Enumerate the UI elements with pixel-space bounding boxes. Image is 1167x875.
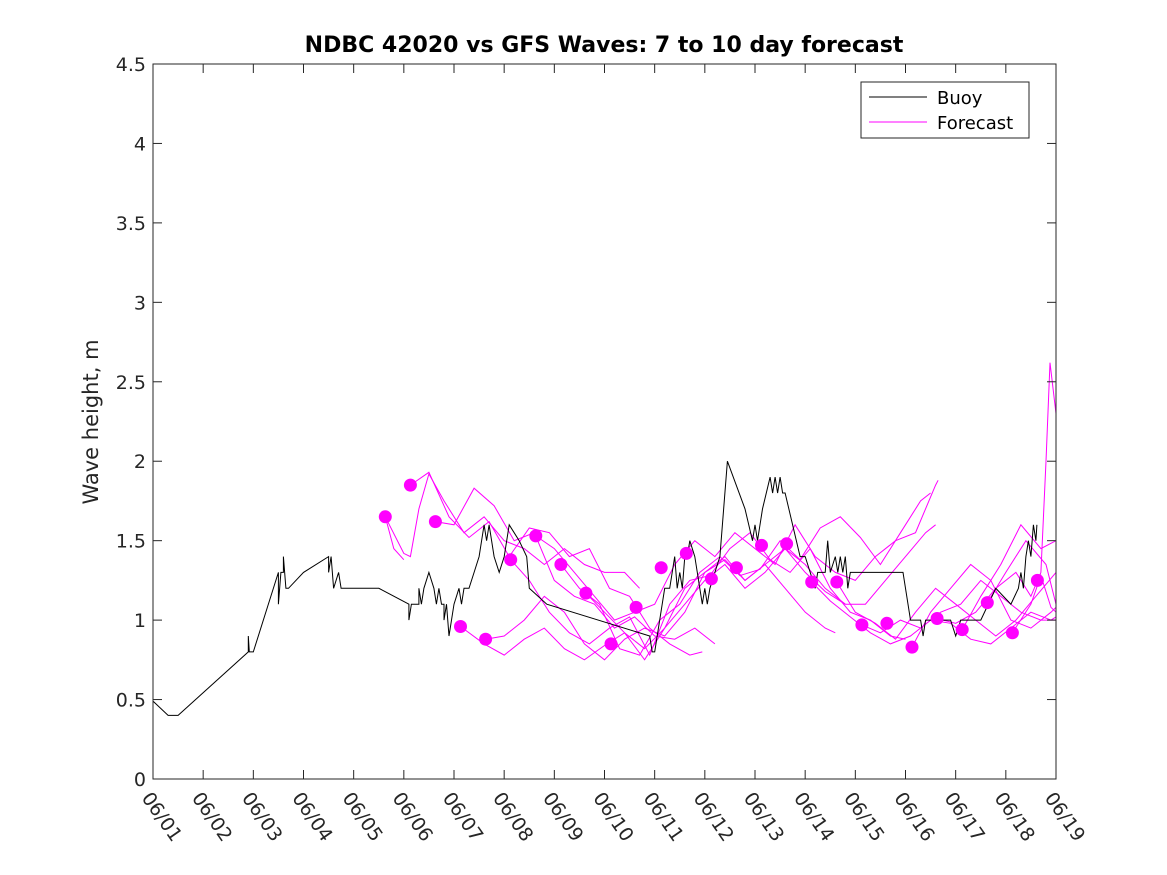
forecast-marker-8 <box>579 586 593 600</box>
forecast-marker-1 <box>403 478 417 492</box>
forecast-marker-3 <box>454 620 467 633</box>
y-tick-label-4: 2 <box>134 451 146 473</box>
forecast-line-7 <box>560 492 931 656</box>
forecast-line-15 <box>986 539 1057 605</box>
forecast-marker-12 <box>679 546 693 560</box>
forecast-marker-17 <box>805 575 819 589</box>
forecast-marker-23 <box>955 623 969 637</box>
chart-title: NDBC 42020 vs GFS Waves: 7 to 10 day for… <box>305 33 904 58</box>
series-layer <box>152 362 1057 716</box>
forecast-marker-21 <box>905 640 919 654</box>
forecast-marker-26 <box>1030 573 1044 587</box>
forecast-marker-10 <box>629 600 643 614</box>
forecast-marker-0 <box>378 510 392 524</box>
forecast-marker-22 <box>930 612 944 625</box>
forecast-marker-24 <box>980 596 994 610</box>
forecast-marker-13 <box>704 572 718 586</box>
y-tick-label-1: 0.5 <box>116 690 146 712</box>
forecast-line-10 <box>836 572 1057 640</box>
forecast-line-11 <box>861 579 1056 634</box>
forecast-marker-9 <box>604 637 618 651</box>
y-axis-label: Wave height, m <box>79 339 103 504</box>
y-tick-label-2: 1 <box>134 610 146 632</box>
forecast-marker-18 <box>830 575 844 589</box>
forecast-line-2 <box>435 487 716 645</box>
forecast-marker-16 <box>780 537 794 551</box>
forecast-marker-11 <box>654 561 668 575</box>
y-tick-label-3: 1.5 <box>116 531 146 553</box>
legend: Buoy Forecast <box>860 81 1030 139</box>
forecast-marker-25 <box>1005 626 1019 640</box>
forecast-line-0 <box>384 472 640 589</box>
forecast-marker-20 <box>880 616 894 630</box>
forecast-line-14 <box>961 523 1057 630</box>
buoy-line <box>152 461 1038 716</box>
forecast-marker-4 <box>479 632 493 646</box>
plot-area <box>153 64 1056 779</box>
forecast-marker-6 <box>529 529 543 543</box>
forecast-marker-5 <box>504 553 518 567</box>
y-tick-label-8: 4 <box>134 133 146 155</box>
forecast-line-6 <box>535 480 939 621</box>
y-tick-label-6: 3 <box>134 292 146 314</box>
forecast-marker-19 <box>855 618 869 632</box>
y-tick-label-7: 3.5 <box>116 213 146 235</box>
forecast-line-4 <box>485 555 836 661</box>
y-tick-label-5: 2.5 <box>116 372 146 394</box>
y-tick-label-0: 0 <box>134 769 146 791</box>
legend-box <box>860 81 1030 139</box>
forecast-marker-14 <box>729 561 743 575</box>
forecast-line-3 <box>460 547 846 661</box>
legend-forecast-label: Forecast <box>937 113 1013 134</box>
forecast-marker-2 <box>428 515 442 529</box>
y-tick-label-9: 4.5 <box>116 54 146 76</box>
legend-buoy-label: Buoy <box>937 88 983 109</box>
forecast-marker-7 <box>554 558 568 571</box>
forecast-line-17 <box>384 516 405 561</box>
forecast-marker-15 <box>755 538 768 552</box>
forecast-line-8 <box>585 524 936 661</box>
